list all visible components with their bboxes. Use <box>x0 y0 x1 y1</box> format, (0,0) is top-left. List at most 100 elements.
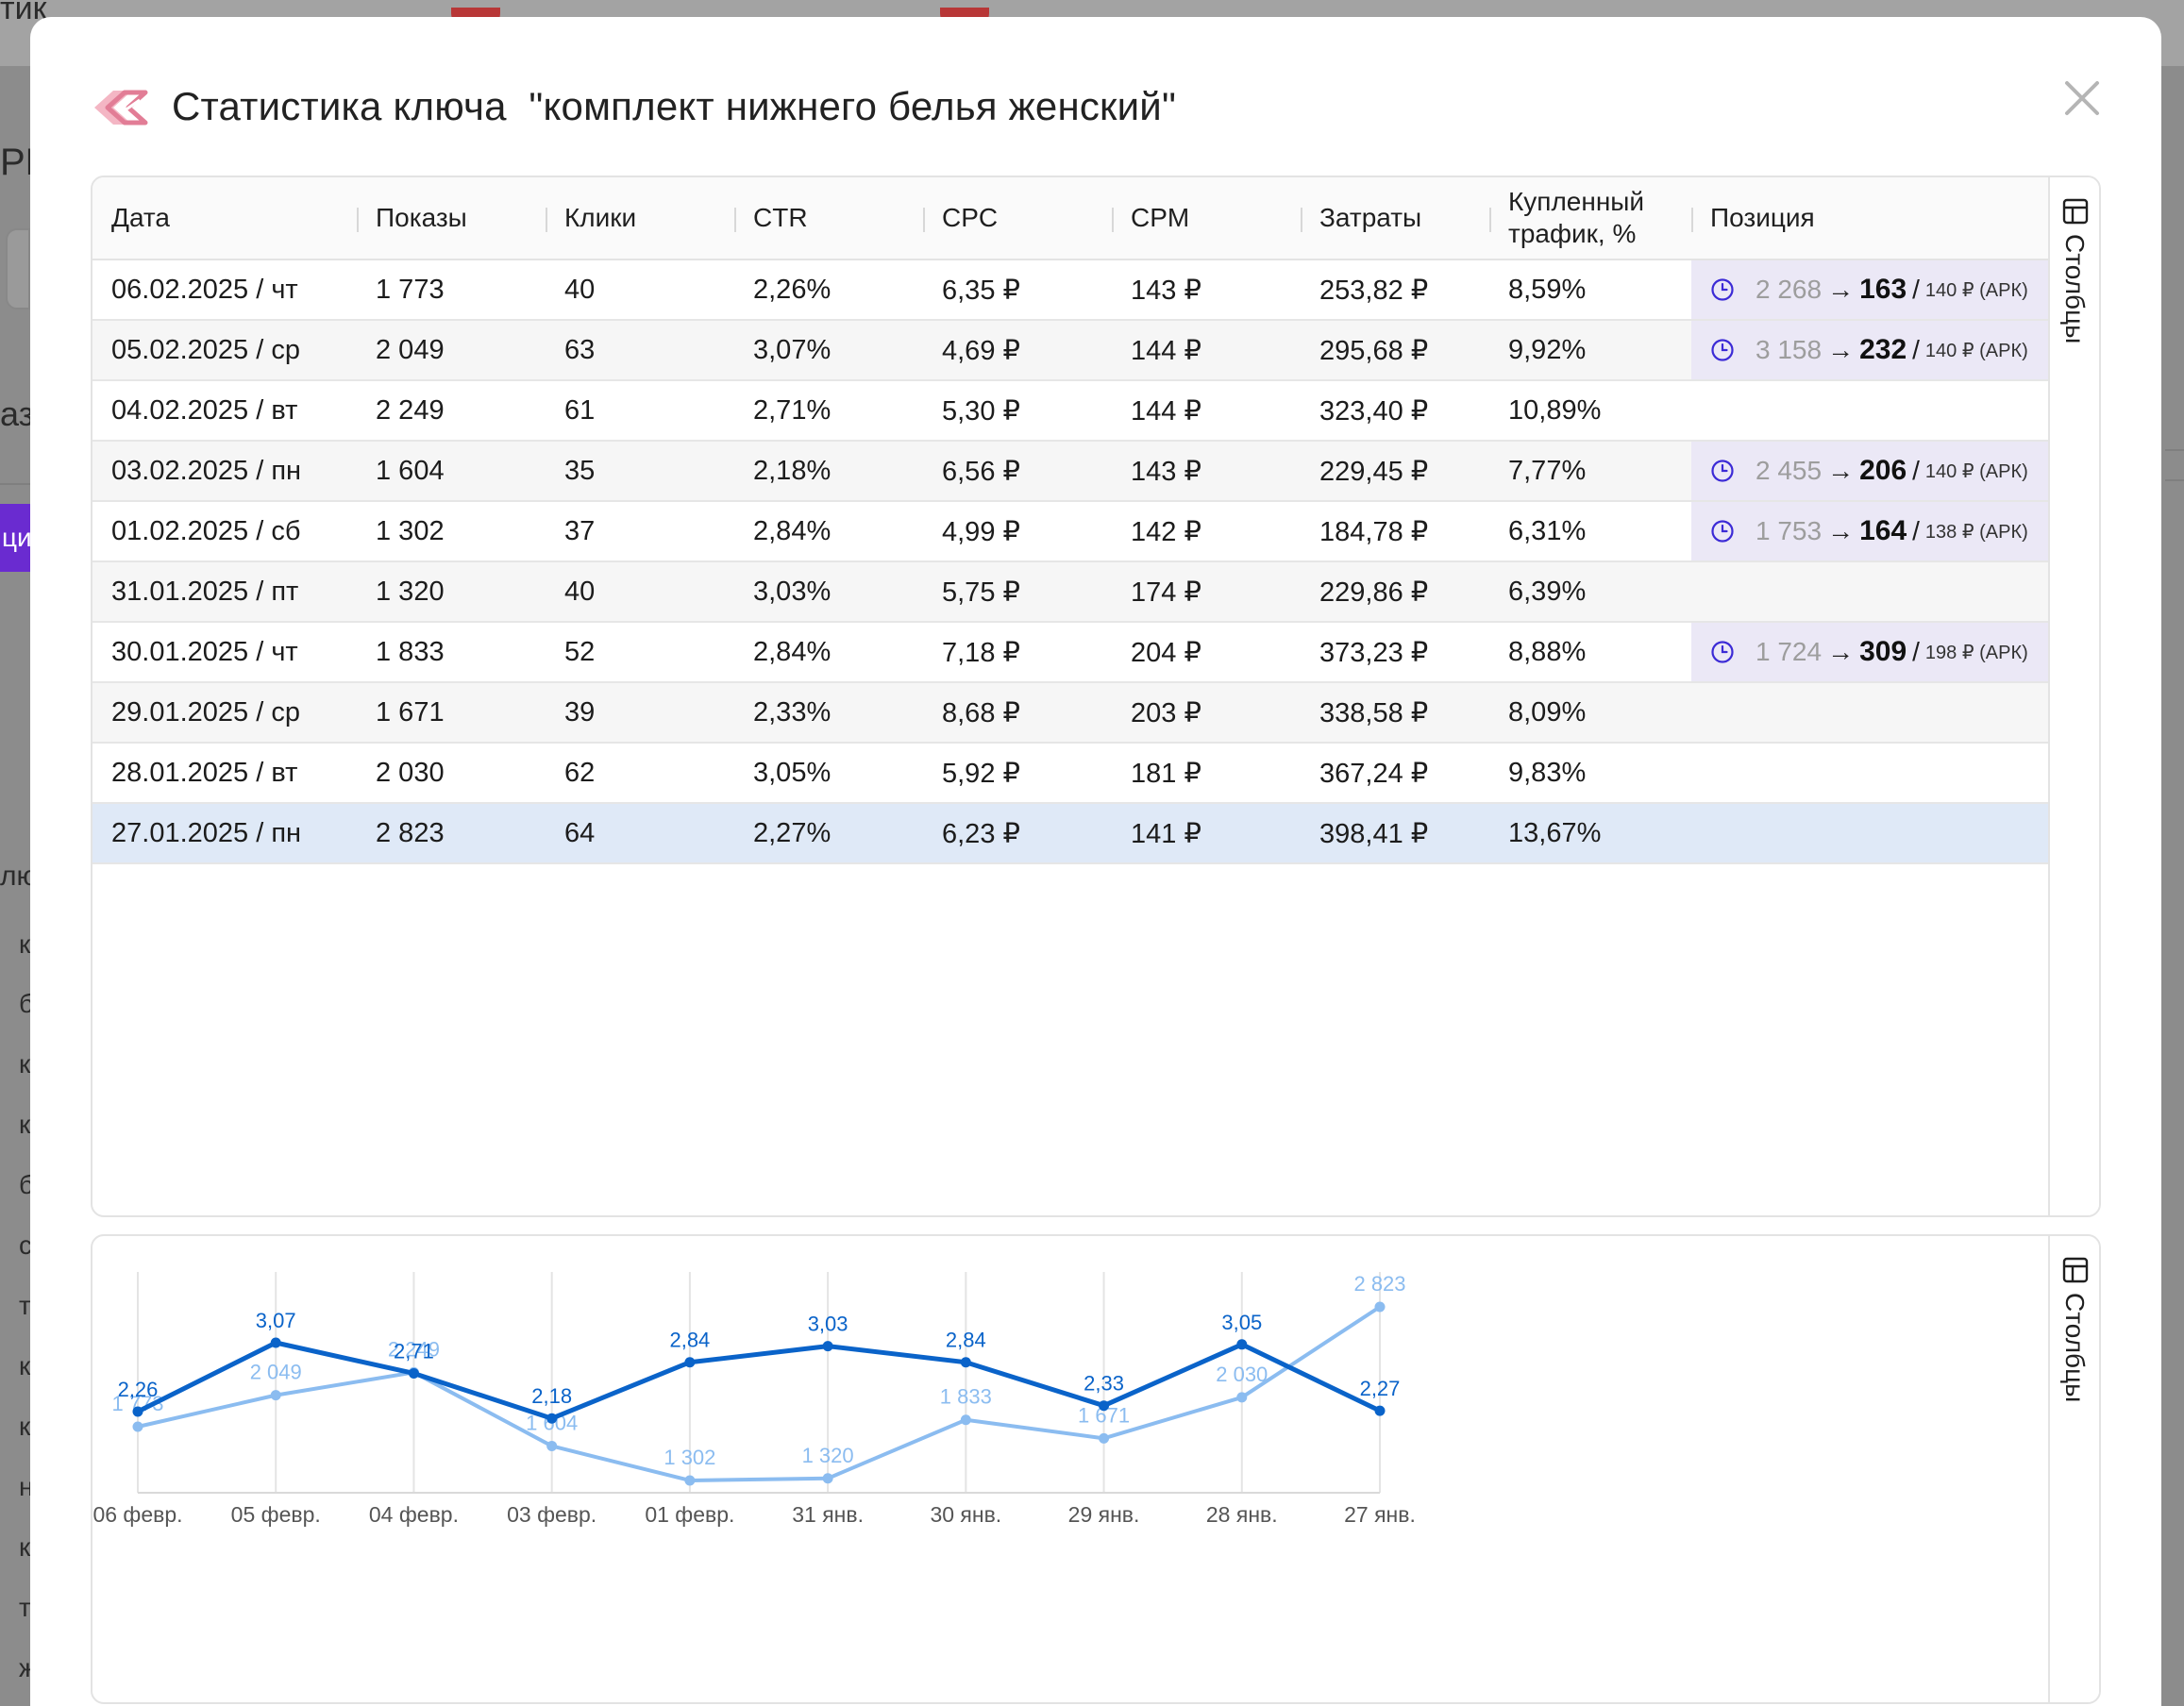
data-label-shows: 2 823 <box>1353 1272 1405 1296</box>
position-separator: / <box>1912 275 1920 304</box>
table-row[interactable]: 05.02.2025 / ср 2 049 63 3,07% 4,69 ₽ 144 ₽ 29… <box>92 321 2050 381</box>
modal-title: Статистика ключа "комплект нижнего белья… <box>172 84 1176 129</box>
table-row[interactable]: 01.02.2025 / сб 1 302 37 2,84% 4,99 ₽ 142 ₽ 18… <box>92 502 2050 562</box>
position-before: 1 753 <box>1756 516 1823 545</box>
clock-icon <box>1711 278 1734 301</box>
cell-cpm: 144 ₽ <box>1131 395 1201 426</box>
column-header-position[interactable]: Позиция <box>1691 177 2050 259</box>
ctr-shows-line-chart: 06 февр. 05 февр. 04 февр. 03 февр. 01 февр.… <box>92 1272 1416 1527</box>
cell-clicks: 64 <box>564 817 596 848</box>
cell-cpc: 5,30 ₽ <box>942 395 1020 426</box>
cell-cost: 229,86 ₽ <box>1319 577 1429 608</box>
cell-ctr: 2,71% <box>753 394 832 426</box>
cell-date: 04.02.2025 / вт <box>111 394 298 426</box>
cell-position <box>1691 562 2050 621</box>
cell-clicks: 39 <box>564 696 596 728</box>
column-header-traffic[interactable]: Купленный трафик, % <box>1489 177 1691 259</box>
column-header-label: CTR <box>753 203 808 232</box>
chart-columns-toggle-button[interactable]: Столбцы <box>2048 1236 2099 1702</box>
cell-clicks: 62 <box>564 757 596 788</box>
cell-traffic: 9,92% <box>1508 334 1587 365</box>
cell-shows: 2 049 <box>376 334 445 365</box>
chart-x-tick-label: 30 янв. <box>930 1502 1001 1527</box>
column-header-shows[interactable]: Показы <box>357 177 546 259</box>
clock-icon <box>1711 641 1734 663</box>
series-point-shows <box>822 1473 833 1484</box>
arrow-right-icon: → <box>1827 456 1855 485</box>
background-text: т <box>19 1593 31 1622</box>
cell-clicks: 52 <box>564 636 596 667</box>
cell-position: 3 158 → 232/140 ₽ (АРК) <box>1691 321 2050 379</box>
series-point-ctr <box>546 1413 558 1424</box>
table-row[interactable]: 30.01.2025 / чт 1 833 52 2,84% 7,18 ₽ 204 ₽ 37… <box>92 623 2050 683</box>
cell-traffic: 6,31% <box>1508 515 1587 546</box>
table-row[interactable]: 27.01.2025 / пн 2 823 64 2,27% 6,23 ₽ 141 ₽ 39… <box>92 804 2050 864</box>
column-header-cpm[interactable]: CPM <box>1112 177 1301 259</box>
cell-cpc: 4,69 ₽ <box>942 335 1020 366</box>
chart-x-tick-label: 28 янв. <box>1206 1502 1278 1527</box>
background-text: к <box>19 1412 31 1441</box>
position-after: 232 <box>1859 334 1907 365</box>
position-before: 3 158 <box>1756 335 1823 364</box>
column-header-clicks[interactable]: Клики <box>546 177 734 259</box>
cell-clicks: 40 <box>564 576 596 607</box>
close-icon[interactable] <box>2058 74 2107 123</box>
cell-ctr: 3,07% <box>753 334 832 365</box>
series-point-shows <box>270 1390 281 1401</box>
chart-x-tick-label: 03 февр. <box>507 1502 596 1527</box>
cell-traffic: 9,83% <box>1508 757 1587 788</box>
chart-x-tick-label: 31 янв. <box>792 1502 864 1527</box>
column-header-cpc[interactable]: CPC <box>923 177 1112 259</box>
position-bid: 140 ₽ (АРК) <box>1924 460 2028 482</box>
table-row[interactable]: 04.02.2025 / вт 2 249 61 2,71% 5,30 ₽ 144 ₽ 32… <box>92 381 2050 442</box>
cell-date: 28.01.2025 / вт <box>111 757 298 788</box>
table-row[interactable]: 28.01.2025 / вт 2 030 62 3,05% 5,92 ₽ 181 ₽ 36… <box>92 744 2050 804</box>
column-header-label: Показы <box>376 203 467 232</box>
cell-cost: 184,78 ₽ <box>1319 516 1429 547</box>
table-row[interactable]: 31.01.2025 / пт 1 320 40 3,03% 5,75 ₽ 174 ₽ 22… <box>92 562 2050 623</box>
data-label-shows: 1 320 <box>802 1444 854 1467</box>
column-header-ctr[interactable]: CTR <box>734 177 923 259</box>
cell-cpc: 5,92 ₽ <box>942 758 1020 789</box>
column-header-cost[interactable]: Затраты <box>1301 177 1489 259</box>
cell-cpm: 174 ₽ <box>1131 577 1201 608</box>
cell-cpc: 7,18 ₽ <box>942 637 1020 668</box>
position-after: 164 <box>1859 515 1907 546</box>
column-separator <box>1301 208 1302 232</box>
cell-position: 2 455 → 206/140 ₽ (АРК) <box>1691 442 2050 500</box>
background-purple-button: ци <box>0 504 32 572</box>
column-header-label: Купленный трафик, % <box>1508 187 1645 248</box>
cell-cost: 398,41 ₽ <box>1319 818 1429 849</box>
table-row[interactable]: 03.02.2025 / пн 1 604 35 2,18% 6,56 ₽ 143 ₽ 22… <box>92 442 2050 502</box>
column-separator <box>1112 208 1114 232</box>
cell-shows: 1 671 <box>376 696 445 728</box>
table-row[interactable]: 29.01.2025 / ср 1 671 39 2,33% 8,68 ₽ 203 ₽ 33… <box>92 683 2050 744</box>
series-point-shows <box>960 1414 971 1426</box>
cell-clicks: 63 <box>564 334 596 365</box>
column-separator <box>1489 208 1491 232</box>
columns-toggle-button[interactable]: Столбцы <box>2048 177 2099 1215</box>
position-separator: / <box>1912 637 1920 666</box>
cell-date: 29.01.2025 / ср <box>111 696 300 728</box>
position-after: 163 <box>1859 274 1907 305</box>
cell-position <box>1691 381 2050 440</box>
table-row[interactable]: 06.02.2025 / чт 1 773 40 2,26% 6,35 ₽ 143 ₽ 25… <box>92 260 2050 321</box>
background-text: с <box>19 1230 32 1260</box>
column-header-date[interactable]: Дата <box>92 177 357 259</box>
background-divider <box>2165 479 2184 481</box>
cell-cost: 338,58 ₽ <box>1319 697 1429 728</box>
chart-x-tick-label: 01 февр. <box>645 1502 734 1527</box>
modal-header: Статистика ключа "комплект нижнего белья… <box>89 74 1176 140</box>
column-separator <box>546 208 547 232</box>
data-label-ctr: 2,27 <box>1360 1377 1401 1400</box>
background-text: к <box>19 1532 31 1562</box>
arrow-right-icon: → <box>1827 275 1855 304</box>
position-separator: / <box>1912 516 1920 545</box>
table-body: 06.02.2025 / чт 1 773 40 2,26% 6,35 ₽ 143 ₽ 25… <box>92 260 2050 864</box>
cell-cpc: 6,56 ₽ <box>942 456 1020 487</box>
cell-clicks: 40 <box>564 274 596 305</box>
cell-cpm: 144 ₽ <box>1131 335 1201 366</box>
cell-cpm: 142 ₽ <box>1131 516 1201 547</box>
cell-shows: 1 833 <box>376 636 445 667</box>
chart-x-tick-label: 27 янв. <box>1344 1502 1416 1527</box>
